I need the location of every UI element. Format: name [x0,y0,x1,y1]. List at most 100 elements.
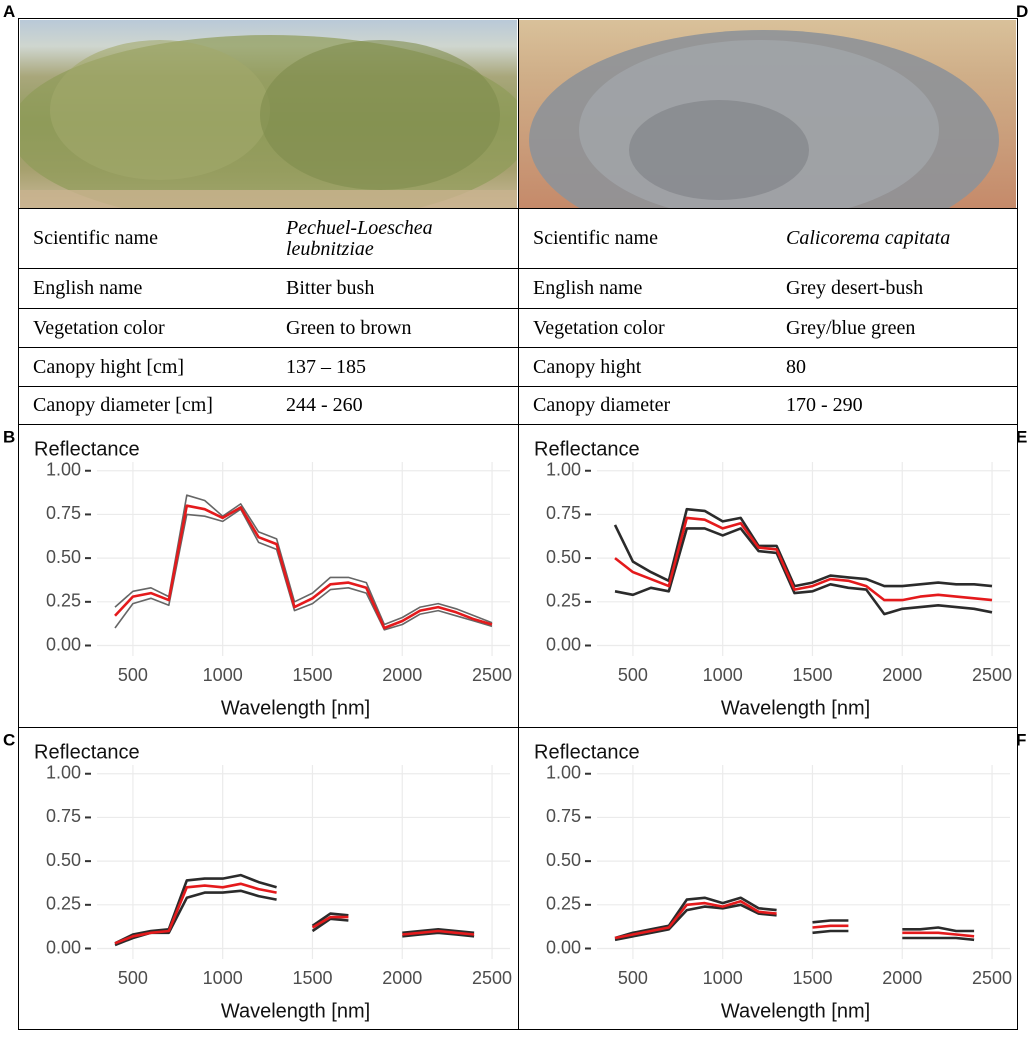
y-tick-label: 1.00 [546,762,581,782]
table-row: Scientific name Pechuel-Loeschea leubnitz… [18,208,518,269]
x-axis-label: Wavelength [nm] [721,697,870,719]
spectrum-line [614,896,975,940]
x-tick-label: 1500 [792,968,832,988]
x-tick-label: 2000 [882,665,922,685]
table-cell: Canopy diameter [cm] [18,386,286,425]
spectrum-line [114,494,493,626]
y-tick-label: 1.00 [46,762,81,782]
y-tick-label: 0.00 [46,937,81,957]
spectrum-line [614,900,975,940]
table-row: Canopy diameter 170 - 290 [518,386,1018,425]
spectrum-line [114,873,475,945]
x-axis-label: Wavelength [nm] [221,1000,370,1022]
table-cell: Canopy diameter [518,386,786,425]
x-tick-label: 2000 [382,665,422,685]
x-tick-label: 2500 [472,968,512,988]
table-cell: Vegetation color [18,308,286,348]
panel-label: A [3,2,16,21]
table-cell: Canopy hight [cm] [18,347,286,387]
x-tick-label: 500 [118,665,148,685]
x-tick-label: 500 [618,665,648,685]
table-row: Vegetation color Green to brown [18,308,518,348]
y-tick-label: 1.00 [46,459,81,479]
spectrum-line [614,516,993,602]
x-tick-label: 1000 [703,968,743,988]
x-tick-label: 1000 [203,968,243,988]
panel-label: C [3,730,15,749]
y-axis-label: Reflectance [34,741,140,763]
panel-label: B [3,427,15,446]
table-cell: 244 - 260 [286,386,518,425]
spectrum-line [114,508,493,631]
table-cell: 80 [786,347,1018,387]
x-tick-label: 2000 [382,968,422,988]
x-tick-label: 1500 [292,665,332,685]
y-tick-label: 0.00 [546,634,581,654]
table-cell: English name [518,268,786,309]
table-cell: 137 – 185 [286,347,518,387]
y-tick-label: 0.00 [546,937,581,957]
info-table: Scientific name Calicorema capitata Englis… [518,208,1018,425]
panel-label: E [1016,427,1027,446]
x-tick-label: 1000 [703,665,743,685]
table-cell: Pechuel-Loeschea leubnitziae [286,208,518,269]
table-cell: Canopy hight [518,347,786,387]
x-tick-label: 500 [118,968,148,988]
x-tick-label: 1500 [292,968,332,988]
table-cell: Grey/blue green [786,308,1018,348]
x-tick-label: 2500 [472,665,512,685]
y-tick-label: 0.75 [546,806,581,826]
y-tick-label: 0.25 [46,591,81,611]
spectrum-line [614,903,975,942]
photo-drawing [20,35,517,208]
x-tick-label: 1500 [792,665,832,685]
table-cell: Grey desert-bush [786,268,1018,309]
y-tick-label: 0.50 [46,547,81,567]
table-cell: Vegetation color [518,308,786,348]
spectrum-line [114,504,493,630]
y-axis-label: Reflectance [534,438,640,460]
x-axis-label: Wavelength [nm] [721,1000,870,1022]
y-tick-label: 0.00 [46,634,81,654]
table-cell: Green to brown [286,308,518,348]
y-tick-label: 0.50 [46,850,81,870]
table-row: Vegetation color Grey/blue green [518,308,1018,348]
x-axis-label: Wavelength [nm] [221,697,370,719]
y-tick-label: 0.75 [46,806,81,826]
x-tick-label: 2000 [882,968,922,988]
info-table: Scientific name Pechuel-Loeschea leubnitz… [18,208,518,425]
y-tick-label: 1.00 [546,459,581,479]
y-axis-label: Reflectance [534,741,640,763]
table-cell: Bitter bush [286,268,518,309]
x-tick-label: 500 [618,968,648,988]
spectrum-line [114,882,475,945]
table-row: English name Grey desert-bush [518,268,1018,309]
y-tick-label: 0.50 [546,547,581,567]
y-axis-label: Reflectance [34,438,140,460]
table-cell: Calicorema capitata [786,208,1018,269]
photo-bitter-bush [20,20,517,208]
table-cell: 170 - 290 [786,386,1018,425]
y-tick-label: 0.25 [46,894,81,914]
y-tick-label: 0.50 [546,850,581,870]
x-tick-label: 2500 [972,665,1012,685]
y-tick-label: 0.75 [546,503,581,523]
panel-label: F [1016,730,1026,749]
y-tick-label: 0.25 [546,894,581,914]
table-cell: Scientific name [518,208,786,269]
table-row: Canopy hight 80 [518,347,1018,387]
spectrum-line [614,527,993,616]
table-row: Canopy hight [cm] 137 – 185 [18,347,518,387]
spectrum-line [613,507,993,588]
x-tick-label: 2500 [972,968,1012,988]
table-row: Scientific name Calicorema capitata [518,208,1018,269]
table-row: Canopy diameter [cm] 244 - 260 [18,386,518,425]
photo-drawing [529,30,999,208]
y-tick-label: 0.25 [546,591,581,611]
y-tick-label: 0.75 [46,503,81,523]
x-tick-label: 1000 [203,665,243,685]
photo-grey-desert-bush [519,20,1016,208]
spectrum-line [114,889,475,947]
panel-label: D [1016,2,1029,21]
